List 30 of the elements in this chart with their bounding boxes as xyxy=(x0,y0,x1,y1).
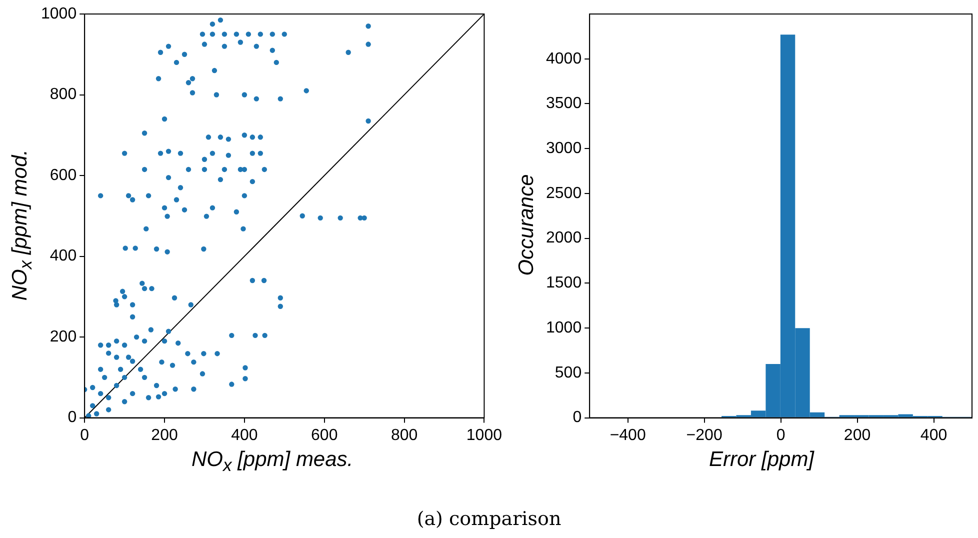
y-axis-title: Occurance xyxy=(514,174,539,276)
y-tick-label: 800 xyxy=(50,86,77,104)
x-tick-label: 200 xyxy=(844,426,871,444)
y-tick-label: 0 xyxy=(68,409,77,426)
x-tick-label: 200 xyxy=(151,426,178,444)
y-tick-label: 0 xyxy=(572,409,582,426)
y-tick-label: 2500 xyxy=(546,184,582,202)
y-tick-label: 1000 xyxy=(41,5,77,22)
y-tick-label: 1000 xyxy=(546,319,582,336)
y-tick-label: 600 xyxy=(50,166,77,184)
x-tick-label: −400 xyxy=(610,426,646,444)
y-tick-label: 4000 xyxy=(546,50,582,68)
x-tick-label: 1000 xyxy=(466,426,502,444)
x-tick-label: 400 xyxy=(920,426,948,444)
text: (a) comparison xyxy=(416,508,562,530)
y-tick-label: 200 xyxy=(50,328,77,346)
x-tick-label: 0 xyxy=(776,426,786,444)
y-tick-label: 1500 xyxy=(546,274,582,292)
x-tick-label: 800 xyxy=(390,426,418,444)
x-tick-label: 400 xyxy=(231,426,258,444)
y-tick-label: 400 xyxy=(50,248,77,265)
x-tick-label: −200 xyxy=(686,426,722,444)
y-tick-label: 3500 xyxy=(546,95,582,112)
x-tick-label: 0 xyxy=(80,426,90,444)
x-axis-title: NO$_{x}$ [ppm] meas. xyxy=(192,448,354,476)
x-axis-title: Error [ppm] xyxy=(709,448,814,472)
y-tick-label: 3000 xyxy=(546,140,582,158)
y-tick-label: 2000 xyxy=(546,230,582,247)
x-tick-label: 600 xyxy=(311,426,338,444)
y-tick-label: 500 xyxy=(554,364,582,382)
